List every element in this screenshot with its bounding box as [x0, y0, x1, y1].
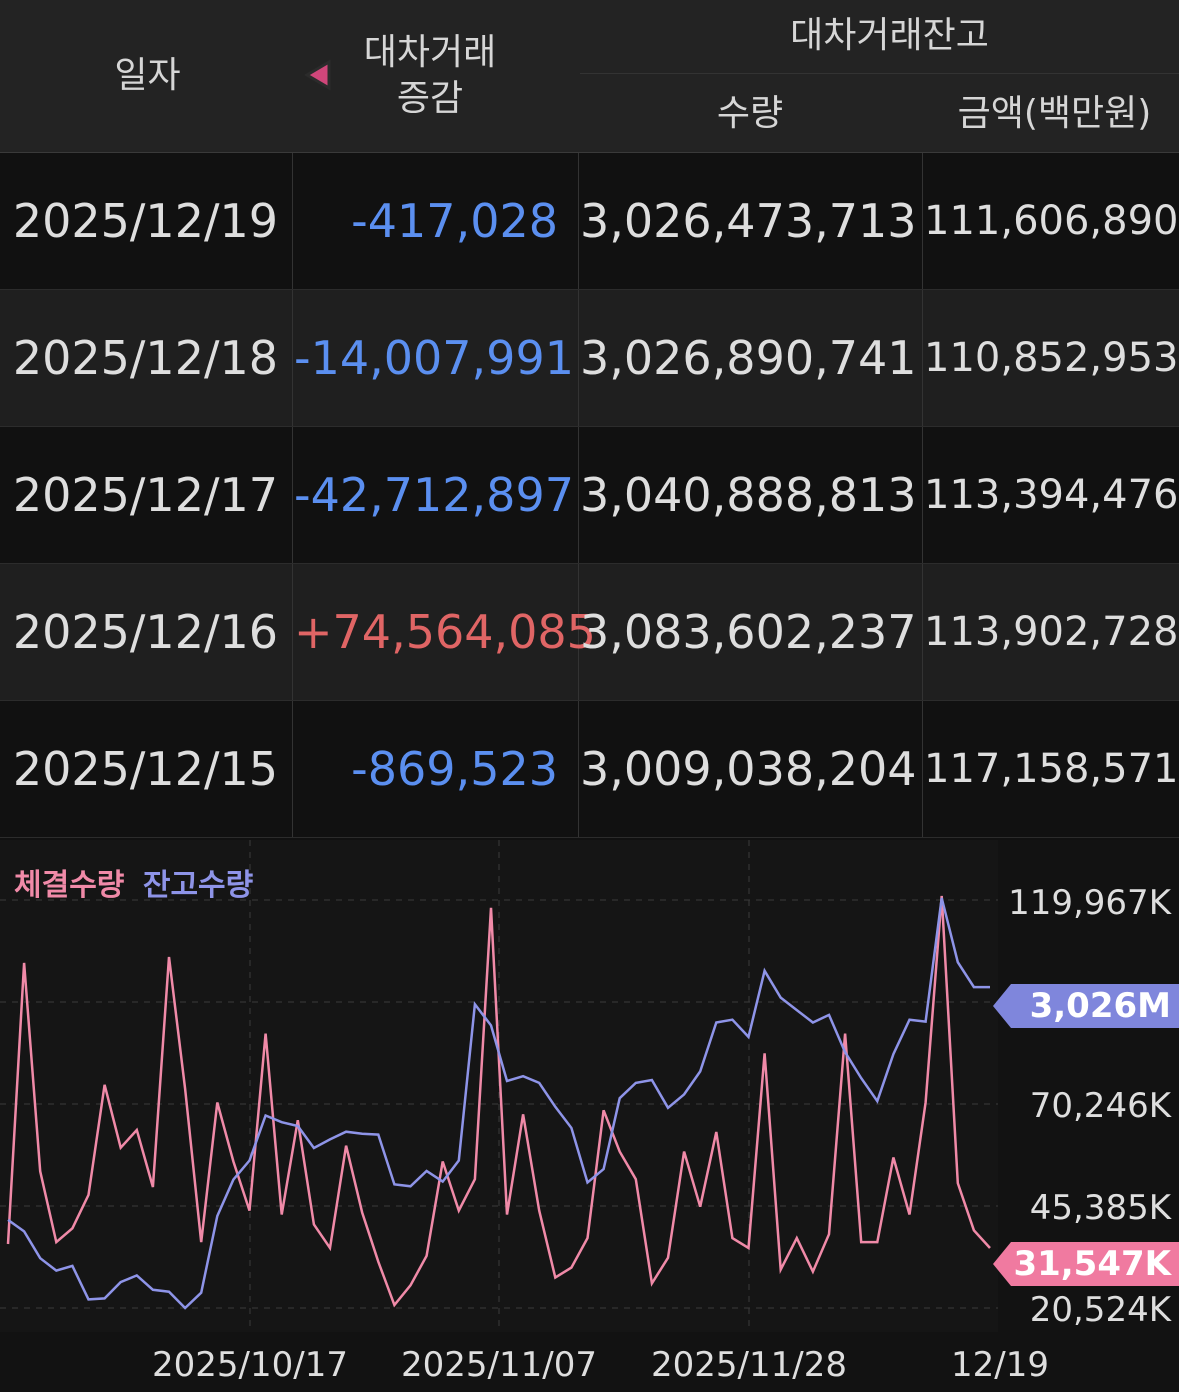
row-amount: 111,606,890: [924, 198, 1179, 244]
row-amount: 117,158,571: [924, 746, 1179, 792]
table-header: 일자 대차거래 증감 대차거래잔고 수량 금액(백만원): [0, 0, 1179, 153]
row-change: -14,007,991: [294, 290, 579, 426]
row-quantity: 3,040,888,813: [580, 427, 923, 563]
legend-balance-quantity[interactable]: 잔고수량: [142, 868, 254, 903]
row-quantity: 3,083,602,237: [580, 564, 923, 700]
current-balance-badge: 3,026M: [993, 984, 1179, 1028]
row-change: -417,028: [294, 153, 579, 289]
quantity-column-header[interactable]: 수량: [716, 93, 784, 134]
row-amount: 113,394,476: [924, 472, 1179, 518]
row-change: -42,712,897: [294, 427, 579, 563]
row-date: 2025/12/18: [0, 290, 293, 426]
row-quantity: 3,026,890,741: [580, 290, 923, 426]
row-change: -869,523: [294, 701, 579, 837]
row-quantity: 3,009,038,204: [580, 701, 923, 837]
triangle-left-icon[interactable]: [303, 58, 333, 92]
y-axis-label: 70,246K: [1029, 1086, 1171, 1126]
current-trade-badge: 31,547K: [993, 1242, 1179, 1286]
table-row[interactable]: 2025/12/18 -14,007,991 3,026,890,741 110…: [0, 290, 1179, 427]
legend-trade-volume[interactable]: 체결수량: [14, 868, 125, 903]
row-date: 2025/12/19: [0, 153, 293, 289]
y-axis-label: 119,967K: [1008, 883, 1171, 923]
row-amount: 113,902,728: [924, 609, 1179, 655]
y-axis-label: 45,385K: [1029, 1188, 1171, 1228]
header-divider: [580, 73, 1179, 74]
change-column-header[interactable]: 대차거래 증감: [363, 32, 497, 119]
chart-legend: 체결수량 잔고수량: [14, 860, 253, 904]
row-change: +74,564,085: [294, 564, 596, 700]
balance-quantity-line: [7, 897, 990, 1310]
x-axis-label: 2025/11/07: [401, 1345, 597, 1385]
chart-canvas[interactable]: [0, 840, 1179, 1392]
x-axis-label: 2025/10/17: [152, 1345, 348, 1385]
balance-column-group-header: 대차거래잔고: [790, 15, 989, 56]
data-table: 2025/12/19 -417,028 3,026,473,713 111,60…: [0, 153, 1179, 838]
row-quantity: 3,026,473,713: [580, 153, 923, 289]
x-axis-label: 2025/11/28: [651, 1345, 847, 1385]
amount-column-header[interactable]: 금액(백만원): [957, 93, 1152, 134]
table-row[interactable]: 2025/12/19 -417,028 3,026,473,713 111,60…: [0, 153, 1179, 290]
balance-chart[interactable]: 체결수량 잔고수량 119,967K 70,246K 45,385K 20,52…: [0, 840, 1179, 1392]
row-date: 2025/12/17: [0, 427, 293, 563]
x-axis-label: 12/19: [951, 1345, 1049, 1385]
row-amount: 110,852,953: [924, 335, 1179, 381]
table-row[interactable]: 2025/12/16 +74,564,085 3,083,602,237 113…: [0, 564, 1179, 701]
table-row[interactable]: 2025/12/15 -869,523 3,009,038,204 117,15…: [0, 701, 1179, 838]
table-row[interactable]: 2025/12/17 -42,712,897 3,040,888,813 113…: [0, 427, 1179, 564]
y-axis-label: 20,524K: [1029, 1290, 1171, 1330]
row-date: 2025/12/16: [0, 564, 293, 700]
trade-volume-line: [6, 895, 991, 1308]
row-date: 2025/12/15: [0, 701, 293, 837]
date-column-header[interactable]: 일자: [114, 55, 181, 96]
